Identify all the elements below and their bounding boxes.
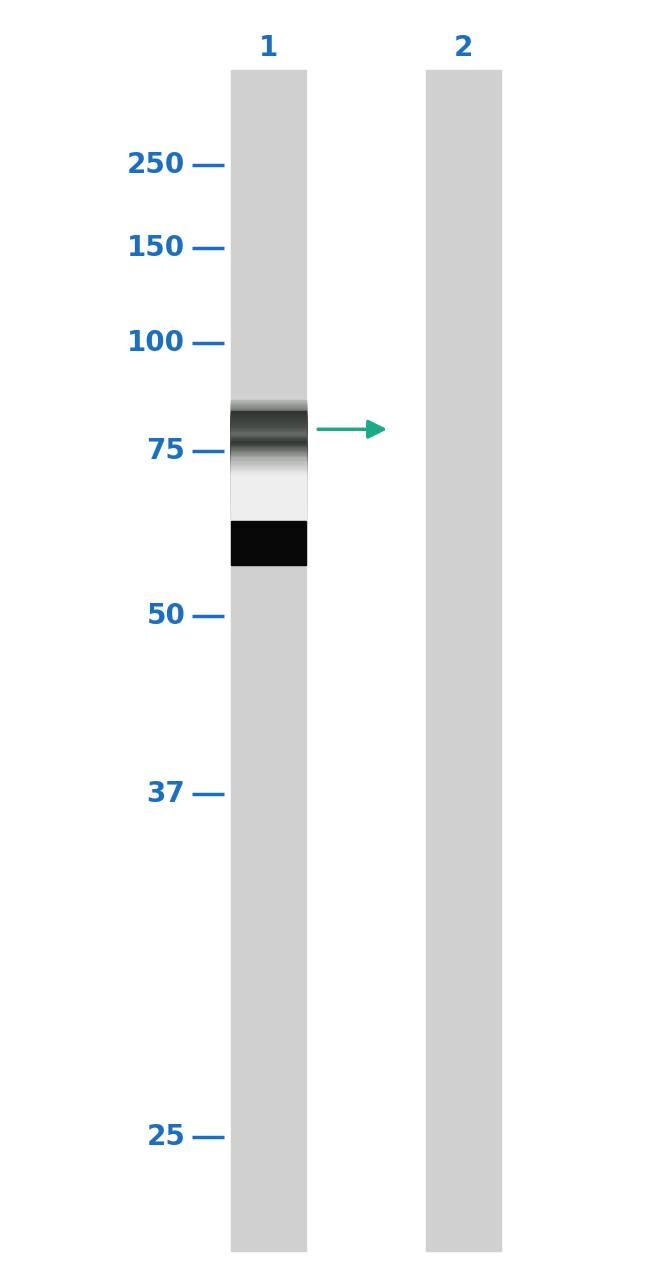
- Bar: [231, 448, 306, 499]
- Bar: [231, 462, 306, 513]
- Bar: [231, 438, 306, 489]
- Bar: [231, 439, 306, 490]
- Bar: [231, 429, 306, 480]
- Bar: [231, 461, 306, 512]
- Bar: [231, 451, 306, 502]
- Bar: [231, 423, 306, 474]
- Bar: [231, 470, 306, 521]
- Bar: [231, 466, 306, 517]
- Bar: [231, 420, 306, 471]
- Bar: [231, 419, 306, 470]
- Bar: [231, 411, 306, 462]
- Bar: [231, 403, 306, 453]
- Bar: [231, 427, 306, 478]
- Bar: [231, 432, 306, 483]
- Bar: [231, 404, 306, 455]
- Bar: [231, 464, 306, 514]
- Bar: [231, 418, 306, 469]
- Bar: [231, 450, 306, 500]
- Bar: [231, 475, 306, 526]
- Bar: [231, 408, 306, 458]
- Bar: [231, 405, 306, 456]
- Bar: [231, 401, 306, 452]
- Bar: [231, 434, 306, 485]
- Bar: [231, 447, 306, 498]
- Bar: [231, 456, 306, 507]
- Bar: [231, 446, 306, 497]
- Bar: [231, 441, 306, 491]
- Bar: [231, 431, 306, 481]
- Text: 37: 37: [146, 780, 185, 808]
- Bar: [231, 436, 306, 486]
- Bar: [231, 474, 306, 525]
- Bar: [231, 424, 306, 475]
- Bar: [231, 410, 306, 461]
- Bar: [231, 465, 306, 516]
- Bar: [231, 437, 306, 488]
- Bar: [231, 469, 306, 519]
- Text: 150: 150: [127, 234, 185, 262]
- Bar: [231, 409, 306, 460]
- Bar: [231, 453, 306, 504]
- Text: 25: 25: [146, 1123, 185, 1151]
- Bar: [231, 428, 306, 479]
- Bar: [231, 444, 306, 495]
- Bar: [231, 455, 306, 505]
- Bar: [231, 413, 306, 464]
- Text: 2: 2: [454, 34, 473, 62]
- Text: 100: 100: [127, 329, 185, 357]
- Text: 1: 1: [259, 34, 278, 62]
- Bar: [231, 433, 306, 484]
- Bar: [231, 460, 306, 511]
- Bar: [231, 457, 306, 508]
- Bar: [231, 443, 306, 494]
- Bar: [231, 425, 306, 476]
- Text: 75: 75: [146, 437, 185, 465]
- Bar: [231, 442, 306, 493]
- Bar: [231, 417, 306, 467]
- Bar: [426, 70, 500, 1251]
- Bar: [231, 471, 306, 522]
- Bar: [231, 521, 306, 565]
- Bar: [231, 414, 306, 465]
- Text: 250: 250: [127, 151, 185, 179]
- Bar: [231, 452, 306, 503]
- Bar: [231, 458, 306, 509]
- Text: 50: 50: [146, 602, 185, 630]
- Bar: [231, 467, 306, 518]
- Bar: [231, 422, 306, 472]
- Bar: [231, 472, 306, 523]
- Bar: [231, 400, 306, 451]
- Bar: [231, 70, 306, 1251]
- Bar: [231, 406, 306, 457]
- Bar: [231, 415, 306, 466]
